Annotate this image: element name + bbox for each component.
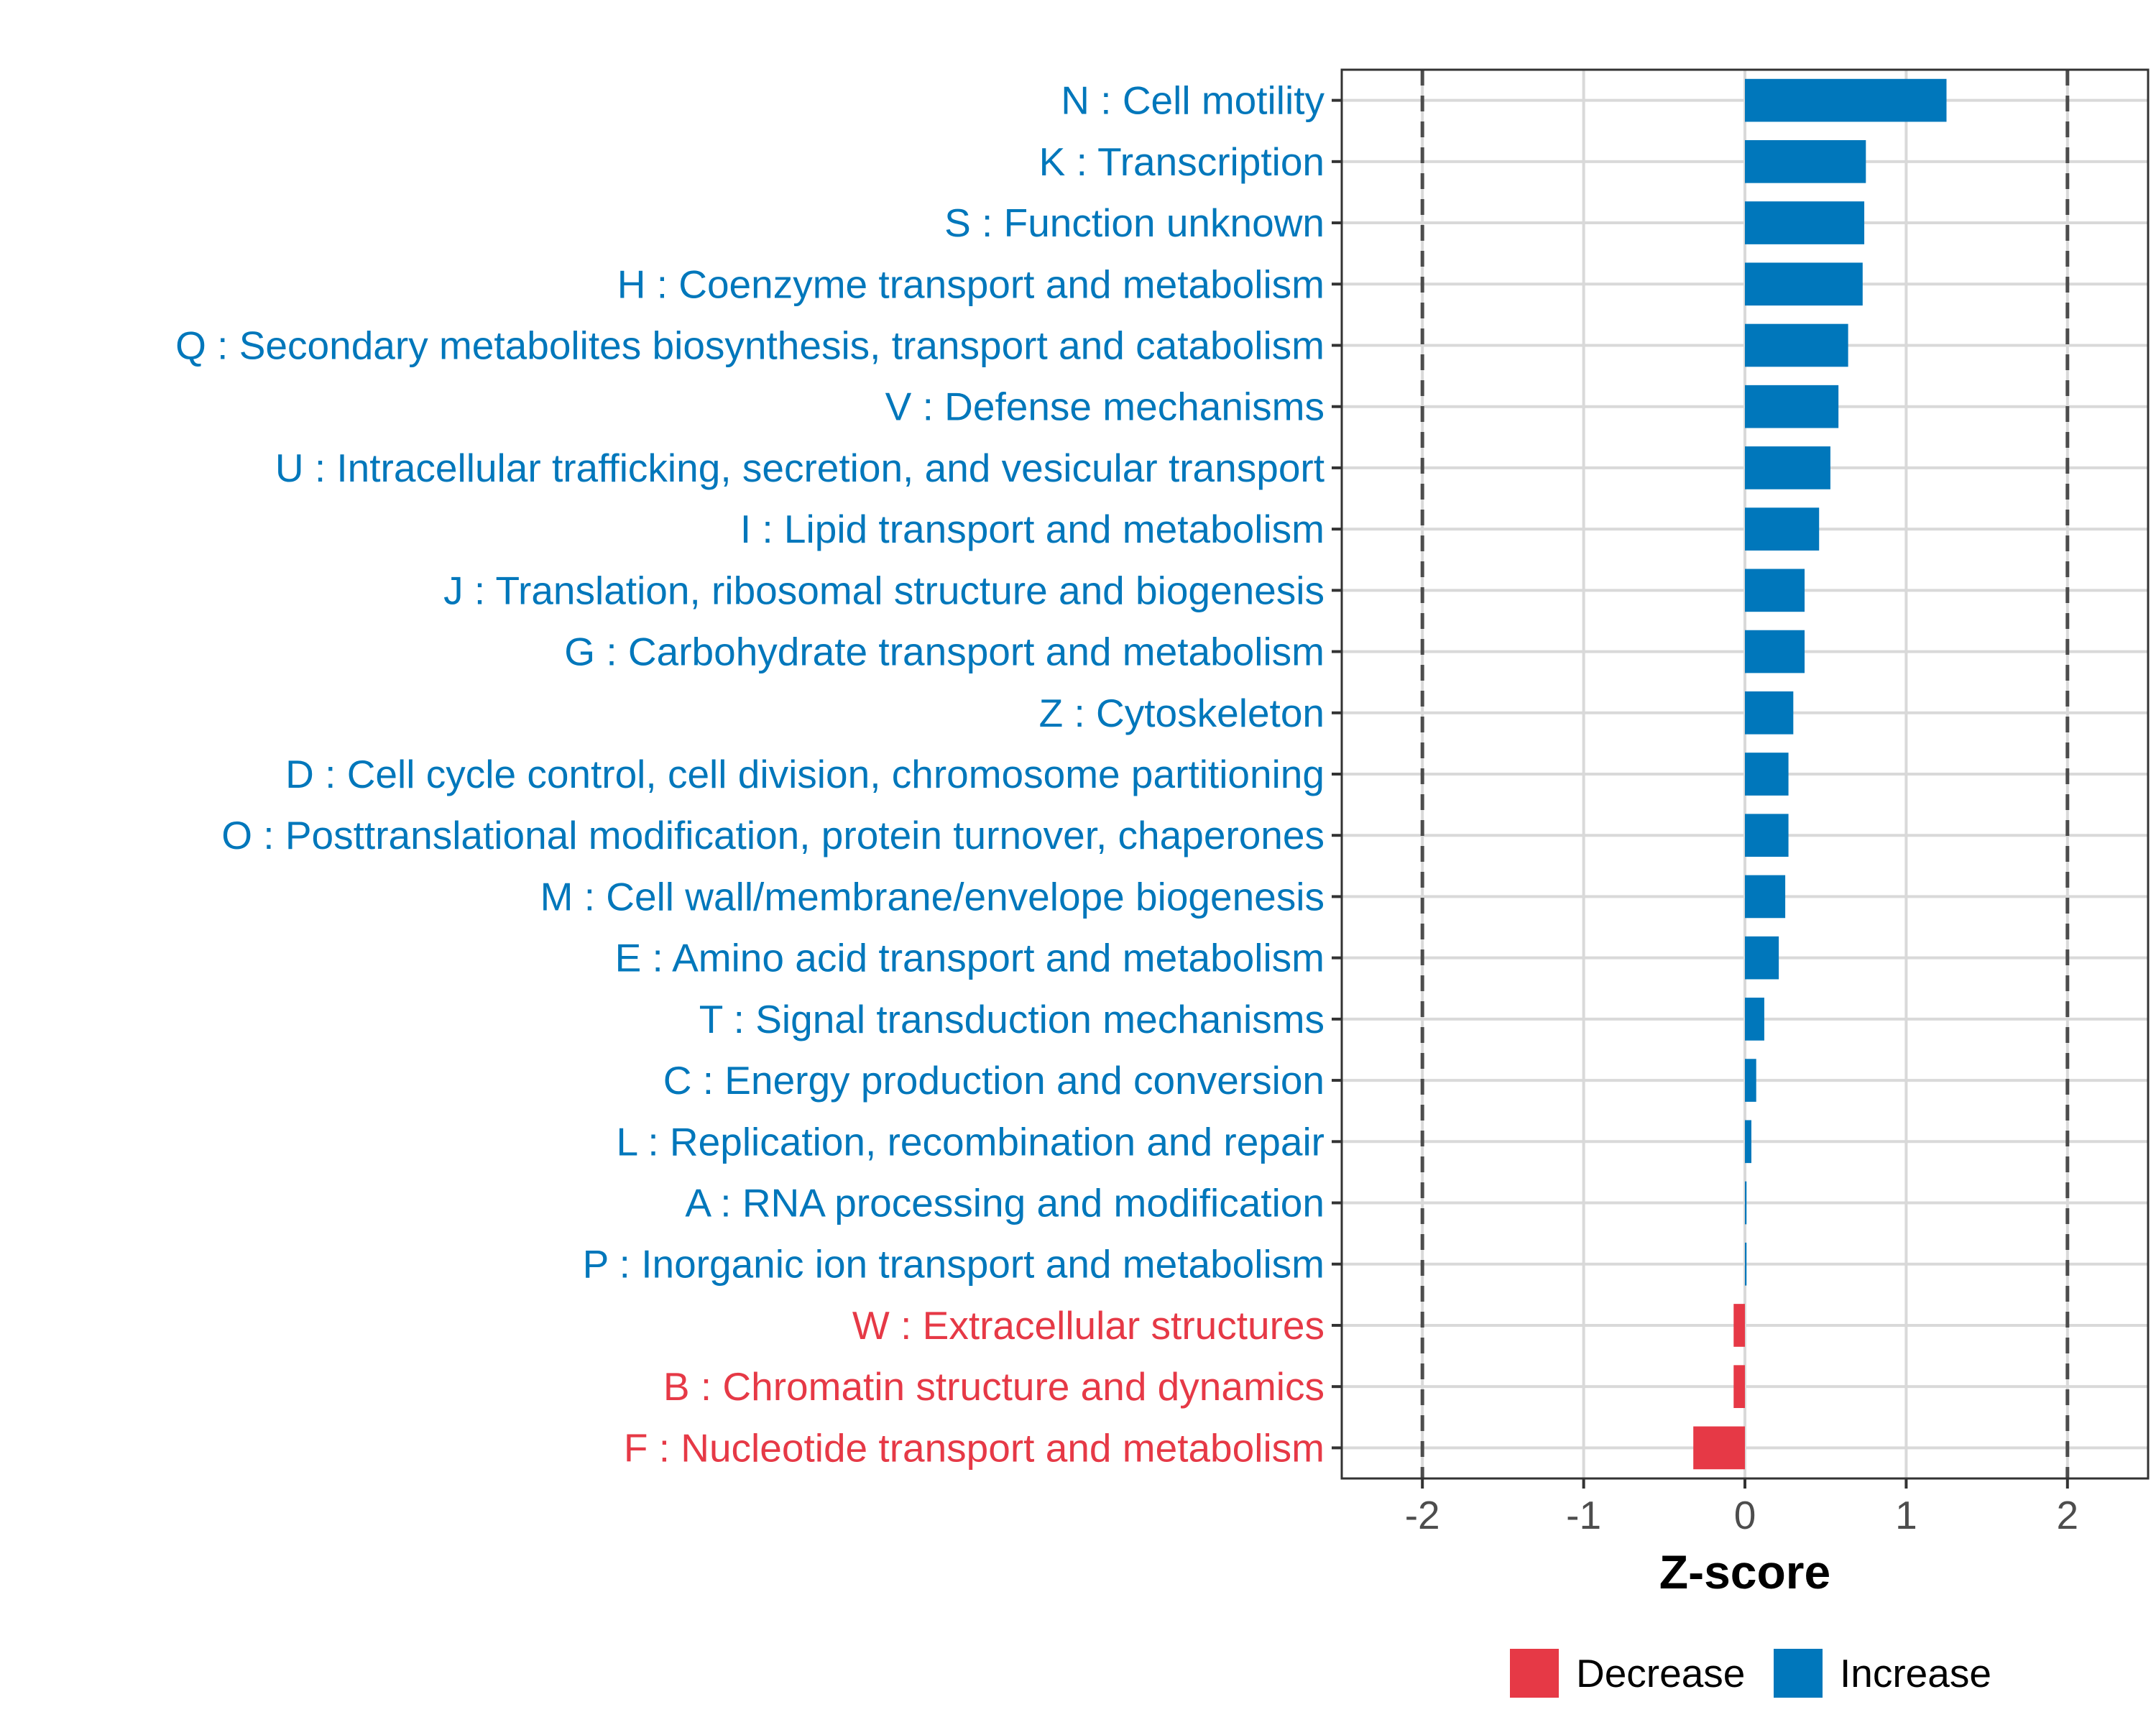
bar xyxy=(1745,691,1794,735)
bar xyxy=(1745,262,1863,306)
bar xyxy=(1745,140,1866,183)
category-label: Q : Secondary metabolites biosynthesis, … xyxy=(175,323,1325,367)
category-label: M : Cell wall/membrane/envelope biogenes… xyxy=(540,874,1325,919)
bar xyxy=(1745,875,1786,919)
x-tick-label: -2 xyxy=(1405,1493,1440,1537)
category-label: F : Nucleotide transport and metabolism xyxy=(624,1425,1325,1470)
x-tick-label: 0 xyxy=(1734,1493,1756,1537)
bar xyxy=(1745,1059,1756,1102)
bar xyxy=(1745,630,1805,673)
x-tick-label: 1 xyxy=(1895,1493,1917,1537)
bar xyxy=(1733,1304,1745,1347)
bar xyxy=(1733,1365,1745,1408)
category-label: T : Signal transduction mechanisms xyxy=(699,997,1325,1041)
category-label: U : Intracellular trafficking, secretion… xyxy=(275,446,1325,490)
category-label: K : Transcription xyxy=(1039,139,1325,184)
category-label: V : Defense mechanisms xyxy=(885,385,1325,429)
bar xyxy=(1745,1242,1747,1286)
bar xyxy=(1745,998,1764,1041)
category-label: P : Inorganic ion transport and metaboli… xyxy=(583,1242,1325,1287)
category-label: C : Energy production and conversion xyxy=(663,1058,1325,1103)
x-tick-labels: -2 -1 0 1 2 xyxy=(1405,1493,2078,1537)
category-label: O : Posttranslational modification, prot… xyxy=(221,813,1325,857)
bar xyxy=(1745,1181,1747,1225)
category-label: Z : Cytoskeleton xyxy=(1039,691,1325,735)
reference-lines xyxy=(1420,70,2070,1478)
bar xyxy=(1745,814,1789,857)
x-tick-label: 2 xyxy=(2057,1493,2079,1537)
category-label: N : Cell motility xyxy=(1061,78,1325,123)
category-label: L : Replication, recombination and repai… xyxy=(617,1119,1325,1164)
bar xyxy=(1745,936,1779,980)
category-label: S : Function unknown xyxy=(944,201,1325,245)
legend-label: Decrease xyxy=(1576,1651,1745,1696)
bar xyxy=(1745,753,1789,796)
bar xyxy=(1745,385,1839,428)
category-label: I : Lipid transport and metabolism xyxy=(740,507,1325,551)
category-label: J : Translation, ribosomal structure and… xyxy=(443,568,1325,612)
bar xyxy=(1693,1426,1745,1470)
bar xyxy=(1745,323,1848,367)
legend: Decrease Increase xyxy=(1510,1649,1991,1698)
category-label: E : Amino acid transport and metabolism xyxy=(615,936,1325,980)
category-label: D : Cell cycle control, cell division, c… xyxy=(285,752,1325,796)
bar xyxy=(1745,569,1805,612)
category-label: A : RNA processing and modification xyxy=(685,1181,1325,1225)
axes xyxy=(1332,68,2150,1489)
x-axis-title: Z-score xyxy=(1659,1545,1830,1598)
bar xyxy=(1745,507,1820,551)
category-label: W : Extracellular structures xyxy=(852,1303,1325,1348)
bar xyxy=(1745,1120,1751,1164)
category-label: B : Chromatin structure and dynamics xyxy=(663,1364,1325,1409)
legend-swatch xyxy=(1510,1649,1559,1698)
bar xyxy=(1745,201,1865,244)
legend-swatch xyxy=(1774,1649,1823,1698)
x-tick-label: -1 xyxy=(1566,1493,1601,1537)
bar xyxy=(1745,78,1947,122)
bars xyxy=(1693,78,1947,1470)
category-labels: N : Cell motility K : Transcription S : Fu… xyxy=(175,78,1325,1471)
bar xyxy=(1745,446,1830,489)
category-label: G : Carbohydrate transport and metabolis… xyxy=(564,630,1325,674)
category-label: H : Coenzyme transport and metabolism xyxy=(617,262,1325,306)
legend-label: Increase xyxy=(1840,1651,1991,1696)
